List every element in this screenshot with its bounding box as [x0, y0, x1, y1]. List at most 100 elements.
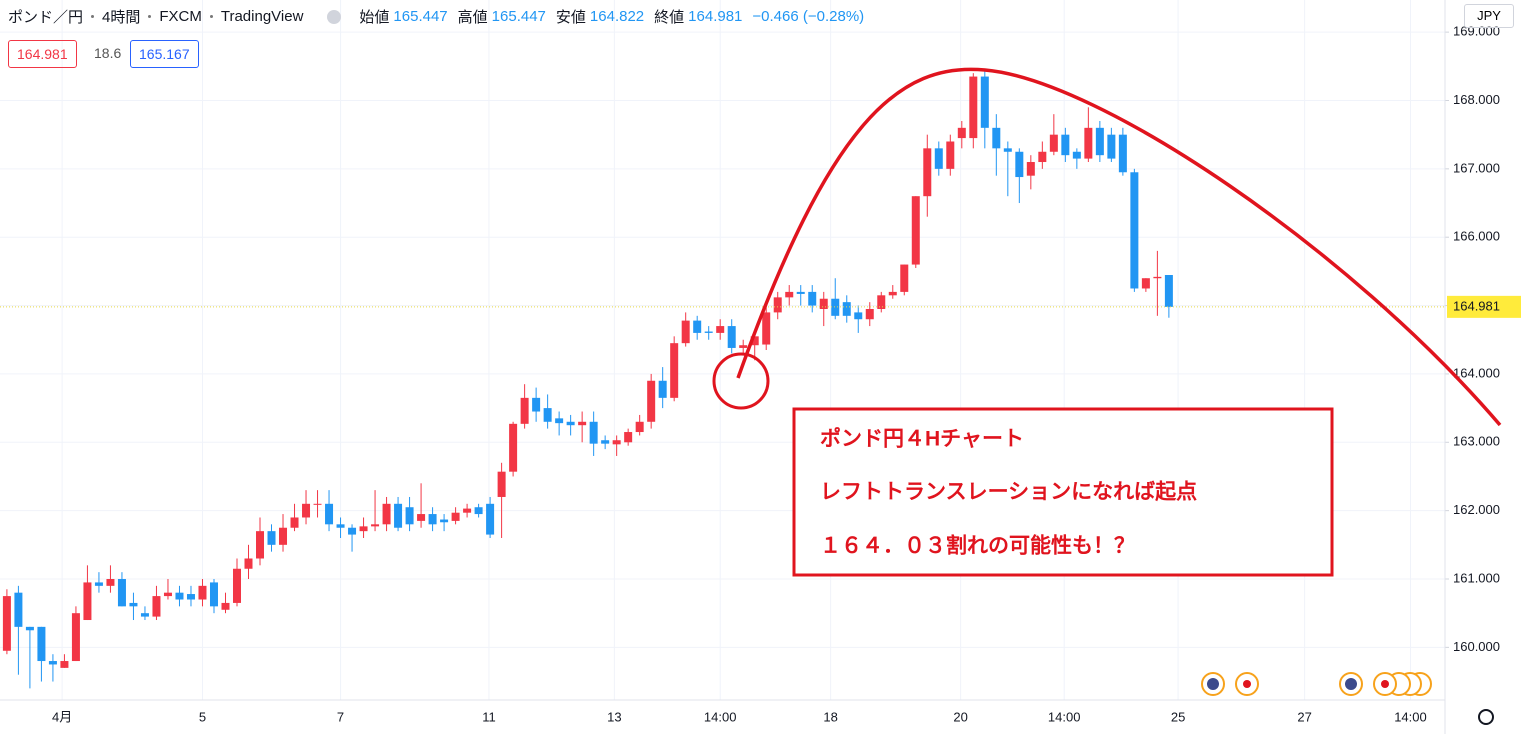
annotation-box [792, 407, 1334, 577]
candle-body [612, 440, 621, 445]
candle-body [704, 331, 713, 333]
candle-body [819, 298, 828, 309]
ohlc-label: 高値 [457, 9, 488, 26]
candle-body [1026, 162, 1035, 176]
candle-body [2, 596, 11, 651]
annotation-text: レフトトランスレーションになれば起点 [820, 480, 1197, 504]
annotation-text: ポンド円４Hチャート [820, 427, 1024, 451]
bid-badge[interactable]: 164.981 [8, 40, 77, 68]
candle-body [865, 308, 874, 320]
currency-button[interactable]: JPY [1464, 4, 1514, 28]
candle-body [371, 524, 380, 527]
candle-body [497, 471, 506, 497]
candle-body [129, 602, 138, 607]
candle-body [900, 264, 909, 292]
y-tick-label: 166.000 [1453, 229, 1500, 244]
candle-body [186, 594, 195, 600]
x-tick-label: 13 [607, 709, 621, 724]
candle-body [842, 302, 851, 316]
drawn-circle [712, 352, 770, 410]
candle-body [635, 421, 644, 433]
candle-body [762, 312, 771, 345]
candle-body [140, 613, 149, 617]
candle-body [175, 592, 184, 600]
y-tick-label: 162.000 [1453, 502, 1500, 517]
candle-body [451, 512, 460, 521]
candle-body [716, 326, 725, 333]
candle-body [232, 568, 241, 603]
annotation-text: １６４．０３割れの可能性も！？ [820, 534, 1135, 558]
candle-body [532, 397, 541, 412]
x-tick-label: 14:00 [1394, 709, 1427, 724]
candle-body [1164, 275, 1173, 307]
exchange: FXCM [159, 8, 202, 25]
candle-body [37, 626, 46, 662]
symbol: ポンド／円 [8, 9, 84, 26]
spread: 18.6 [94, 45, 122, 61]
header: ポンド／円 4時間 FXCM TradingView 始値 165.447 高値 1… [8, 6, 870, 27]
candle-body [934, 148, 943, 169]
candle-body [1038, 151, 1047, 163]
candle-body [302, 503, 311, 518]
candle-body [71, 613, 80, 662]
candle-body [463, 508, 472, 513]
candle-body [1049, 134, 1058, 152]
candle-body [888, 291, 897, 296]
y-tick-label: 168.000 [1453, 92, 1500, 107]
candle-body [509, 423, 518, 472]
drawn-curve [736, 67, 1502, 427]
ohlc-value: 165.447 [393, 8, 448, 25]
candle-body [440, 519, 449, 523]
x-tick-label: 11 [482, 709, 496, 724]
y-tick-label: 161.000 [1453, 570, 1500, 585]
candle-body [163, 592, 172, 597]
candles [2, 69, 1173, 689]
candle-body [336, 524, 345, 528]
candle-body [359, 526, 368, 532]
candle-body [1061, 134, 1070, 156]
candle-body [1095, 127, 1104, 156]
last-price-tag [1447, 295, 1521, 318]
candle-body [670, 343, 679, 398]
candle-body [94, 582, 103, 586]
candle-body [348, 527, 357, 535]
candle-body [739, 345, 748, 348]
candle-body [555, 418, 564, 424]
x-tick-label: 7 [337, 709, 344, 724]
x-tick-label: 4月 [52, 709, 72, 724]
interval: 4時間 [102, 9, 141, 26]
settings-icon[interactable] [1478, 709, 1494, 725]
x-tick-label: 25 [1171, 709, 1185, 724]
x-tick-label: 14:00 [1048, 709, 1081, 724]
candle-body [325, 503, 334, 525]
candle-body [520, 397, 529, 424]
change: −0.466 (−0.28%) [752, 8, 865, 25]
candle-body [911, 196, 920, 265]
candle-body [117, 579, 126, 607]
x-tick-label: 5 [199, 709, 206, 724]
candle-body [267, 531, 276, 545]
x-tick-label: 20 [953, 709, 967, 724]
candle-body [589, 421, 598, 444]
candle-body [209, 582, 218, 607]
candle-body [1003, 148, 1012, 152]
candle-body [992, 127, 1001, 149]
candle-body [578, 421, 587, 426]
candle-body [1153, 276, 1162, 279]
candle-body [290, 517, 299, 528]
candle-body [244, 558, 253, 569]
candle-body [1141, 278, 1150, 289]
candle-body [279, 527, 288, 545]
candle-body [750, 336, 759, 346]
ohlc-value: 164.981 [688, 8, 743, 25]
candle-body [1015, 151, 1024, 178]
ask-badge[interactable]: 165.167 [130, 40, 199, 68]
y-tick-label: 163.000 [1453, 434, 1500, 449]
candle-body [773, 297, 782, 313]
candle-body [25, 626, 34, 631]
x-tick-label: 14:00 [704, 709, 737, 724]
candle-body [474, 507, 483, 515]
candle-body [647, 380, 656, 422]
